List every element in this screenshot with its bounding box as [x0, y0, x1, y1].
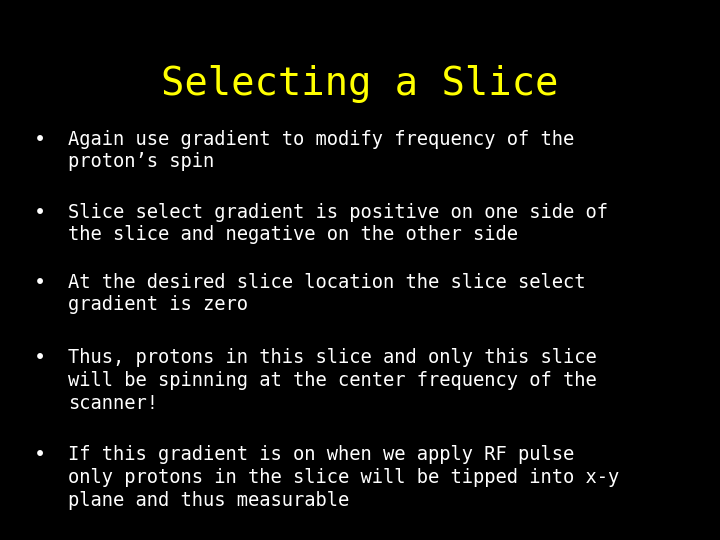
Text: If this gradient is on when we apply RF pulse
only protons in the slice will be : If this gradient is on when we apply RF … — [68, 446, 620, 510]
Text: •: • — [34, 348, 45, 367]
Text: Thus, protons in this slice and only this slice
will be spinning at the center f: Thus, protons in this slice and only thi… — [68, 348, 597, 413]
Text: Selecting a Slice: Selecting a Slice — [161, 65, 559, 103]
Text: •: • — [34, 130, 45, 148]
Text: •: • — [34, 273, 45, 292]
Text: At the desired slice location the slice select
gradient is zero: At the desired slice location the slice … — [68, 273, 586, 314]
Text: •: • — [34, 446, 45, 464]
Text: Again use gradient to modify frequency of the
proton’s spin: Again use gradient to modify frequency o… — [68, 130, 575, 171]
Text: •: • — [34, 202, 45, 221]
Text: Slice select gradient is positive on one side of
the slice and negative on the o: Slice select gradient is positive on one… — [68, 202, 608, 244]
